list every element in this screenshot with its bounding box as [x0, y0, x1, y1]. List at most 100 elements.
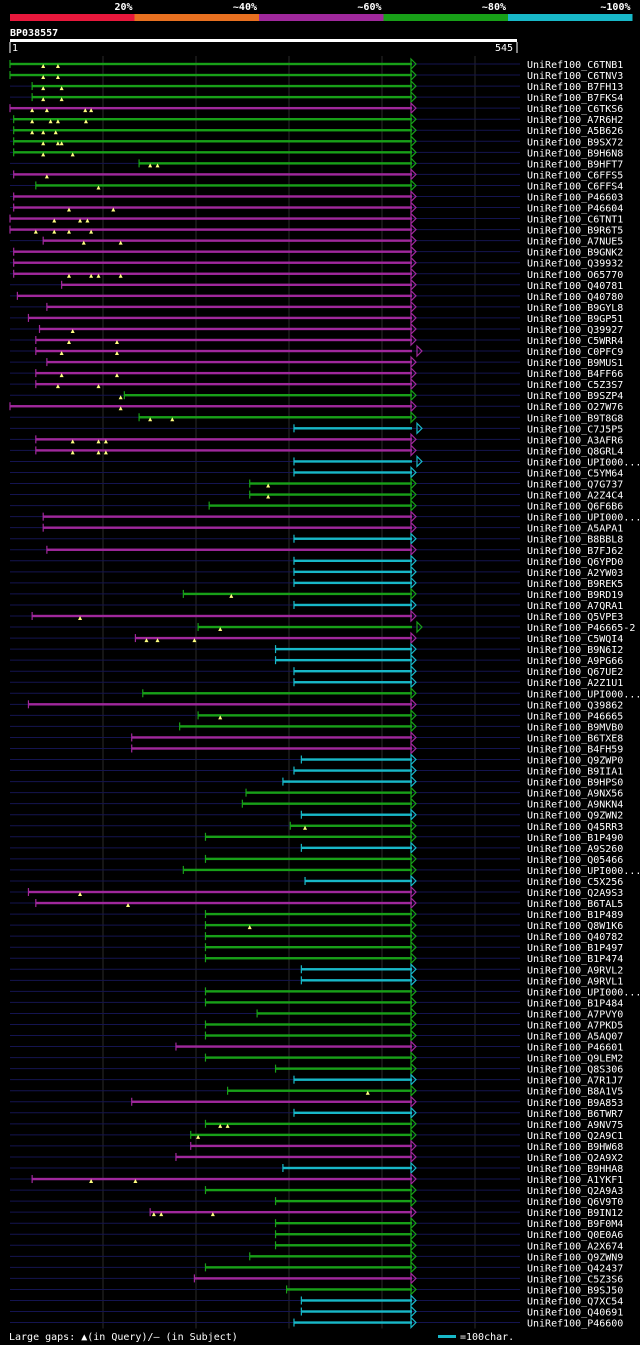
hit-row[interactable]: UniRef100_Q9ZWN9	[10, 1249, 623, 1263]
hit-id-label[interactable]: UniRef100_Q40691	[527, 1308, 623, 1319]
hit-id-label[interactable]: UniRef100_C6TKS6	[527, 104, 623, 115]
hit-row[interactable]: UniRef100_A2Z4C4	[10, 488, 623, 502]
hit-id-label[interactable]: UniRef100_A9PG66	[527, 656, 623, 667]
hit-id-label[interactable]: UniRef100_C5WRR4	[527, 336, 623, 347]
hit-row[interactable]: UniRef100_B9H6N8	[10, 145, 623, 159]
hit-id-label[interactable]: UniRef100_A9NV75	[527, 1120, 623, 1131]
hit-row[interactable]: UniRef100_B7FJ62	[10, 543, 623, 557]
hit-id-label[interactable]: UniRef100_Q2A9S3	[527, 888, 623, 899]
hit-id-label[interactable]: UniRef100_B8BBL8	[527, 535, 623, 546]
hit-row[interactable]: UniRef100_Q2A9C1	[10, 1128, 623, 1142]
hit-row[interactable]: UniRef100_B9IN12	[10, 1205, 623, 1219]
hit-row[interactable]: UniRef100_A7R6H2	[10, 112, 623, 126]
hit-row[interactable]: UniRef100_B9SX72	[10, 134, 623, 148]
hit-id-label[interactable]: UniRef100_Q9ZWN2	[527, 811, 623, 822]
hit-row[interactable]: UniRef100_Q39862	[10, 697, 623, 711]
hit-id-label[interactable]: UniRef100_Q5VPE3	[527, 612, 623, 623]
hit-row[interactable]: UniRef100_B9HFT7	[10, 156, 623, 170]
hit-id-label[interactable]: UniRef100_B9MVB0	[527, 722, 623, 733]
hit-row[interactable]: UniRef100_B7FH13	[10, 79, 623, 93]
hit-row[interactable]: UniRef100_C6TNB1	[9, 57, 623, 71]
hit-id-label[interactable]: UniRef100_Q8GRL4	[527, 446, 623, 457]
hit-id-label[interactable]: UniRef100_A9RVL1	[527, 976, 623, 987]
hit-row[interactable]: UniRef100_B6TXE8	[10, 730, 623, 744]
hit-row[interactable]: UniRef100_Q67UE2	[10, 664, 623, 678]
hit-id-label[interactable]: UniRef100_Q45RR3	[527, 822, 623, 833]
hit-row[interactable]: UniRef100_B9GNK2	[10, 245, 623, 259]
hit-row[interactable]: UniRef100_A7R1J7	[10, 1073, 623, 1087]
hit-row[interactable]: UniRef100_P46601	[10, 1040, 623, 1054]
hit-row[interactable]: UniRef100_C6TNT1	[9, 212, 623, 226]
hit-id-label[interactable]: UniRef100_B9HHA8	[527, 1164, 623, 1175]
hit-id-label[interactable]: UniRef100_B7FKS4	[527, 93, 623, 104]
hit-id-label[interactable]: UniRef100_B4FF66	[527, 369, 623, 380]
hit-row[interactable]: UniRef100_A1YKF1	[10, 1172, 623, 1186]
hit-id-label[interactable]: UniRef100_C5WQI4	[527, 634, 623, 645]
hit-row[interactable]: UniRef100_C6TNV3	[9, 68, 623, 82]
hit-row[interactable]: UniRef100_B9HHA8	[10, 1161, 623, 1175]
hit-row[interactable]: UniRef100_B9N6I2	[10, 642, 623, 656]
hit-row[interactable]: UniRef100_B1P484	[10, 995, 623, 1009]
hit-row[interactable]: UniRef100_UPI000...	[10, 510, 640, 524]
hit-id-label[interactable]: UniRef100_Q39862	[527, 700, 623, 711]
hit-row[interactable]: UniRef100_Q5VPE3	[10, 609, 623, 623]
hit-id-label[interactable]: UniRef100_UPI000...	[527, 866, 640, 877]
hit-id-label[interactable]: UniRef100_B9N6I2	[527, 645, 623, 656]
hit-id-label[interactable]: UniRef100_A2Z1U1	[527, 678, 623, 689]
hit-id-label[interactable]: UniRef100_Q2A9A3	[527, 1186, 623, 1197]
hit-id-label[interactable]: UniRef100_C5X256	[527, 877, 623, 888]
hit-id-label[interactable]: UniRef100_A5APA1	[527, 524, 623, 535]
hit-row[interactable]: UniRef100_B6TWR7	[10, 1106, 623, 1120]
hit-id-label[interactable]: UniRef100_P46665-2	[527, 623, 635, 634]
hit-id-label[interactable]: UniRef100_Q9ZWP0	[527, 756, 623, 767]
hit-id-label[interactable]: UniRef100_Q05466	[527, 855, 623, 866]
hit-id-label[interactable]: UniRef100_B9R6T5	[527, 226, 623, 237]
hit-id-label[interactable]: UniRef100_A9NKN4	[527, 800, 623, 811]
hit-row[interactable]: UniRef100_B9GYL8	[10, 300, 623, 314]
hit-id-label[interactable]: UniRef100_B1P484	[527, 998, 623, 1009]
hit-id-label[interactable]: UniRef100_B8A1V5	[527, 1087, 623, 1098]
hit-row[interactable]: UniRef100_C6FFS4	[10, 178, 623, 192]
hit-row[interactable]: UniRef100_A2Z1U1	[10, 675, 623, 689]
hit-row[interactable]: UniRef100_P46604	[10, 201, 623, 215]
hit-id-label[interactable]: UniRef100_B9SZP4	[527, 391, 623, 402]
hit-row[interactable]: UniRef100_B4FH59	[10, 742, 623, 755]
hit-row[interactable]: UniRef100_B9F0M4	[10, 1216, 623, 1230]
hit-row[interactable]: UniRef100_Q7XC54	[10, 1294, 623, 1307]
hit-row[interactable]: UniRef100_B9SZP4	[10, 388, 623, 402]
hit-id-label[interactable]: UniRef100_O27W76	[527, 402, 623, 413]
hit-id-label[interactable]: UniRef100_C5Z3S7	[527, 380, 623, 391]
hit-row[interactable]: UniRef100_A9NV75	[10, 1117, 623, 1131]
hit-row[interactable]: UniRef100_Q2A9S3	[10, 885, 623, 899]
hit-row[interactable]: UniRef100_Q39932	[10, 256, 623, 270]
hit-row[interactable]: UniRef100_B9MVB0	[10, 719, 623, 733]
hit-row[interactable]: UniRef100_UPI000...	[10, 863, 640, 877]
hit-id-label[interactable]: UniRef100_B9SJ50	[527, 1285, 623, 1296]
hit-row[interactable]: UniRef100_A7QRA1	[10, 598, 623, 612]
hit-row[interactable]: UniRef100_A9RVL2	[10, 962, 623, 976]
hit-row[interactable]: UniRef100_Q05466	[10, 852, 623, 866]
hit-row[interactable]: UniRef100_Q6V9T0	[10, 1194, 623, 1208]
hit-row[interactable]: UniRef100_B9IIA1	[10, 764, 623, 778]
hit-id-label[interactable]: UniRef100_C6TNB1	[527, 60, 623, 71]
hit-id-label[interactable]: UniRef100_B6TWR7	[527, 1109, 623, 1120]
hit-row[interactable]: UniRef100_B1P489	[10, 907, 623, 921]
hit-id-label[interactable]: UniRef100_B9IIA1	[527, 767, 623, 778]
hit-row[interactable]: UniRef100_C0PFC9	[10, 344, 623, 358]
hit-row[interactable]: UniRef100_C5YM64	[10, 466, 623, 479]
hit-row[interactable]: UniRef100_Q2A9A3	[10, 1183, 623, 1197]
hit-id-label[interactable]: UniRef100_Q2A9X2	[527, 1153, 623, 1164]
hit-row[interactable]: UniRef100_B9GP51	[10, 311, 623, 325]
hit-row[interactable]: UniRef100_A9PG66	[10, 653, 623, 667]
hit-row[interactable]: UniRef100_Q42437	[10, 1260, 623, 1274]
hit-id-label[interactable]: UniRef100_Q9LEM2	[527, 1054, 623, 1065]
hit-row[interactable]: UniRef100_B1P497	[10, 940, 623, 954]
hit-row[interactable]: UniRef100_A9NX56	[10, 786, 623, 800]
hit-row[interactable]: UniRef100_B6TAL5	[10, 896, 623, 910]
hit-id-label[interactable]: UniRef100_Q39927	[527, 325, 623, 336]
hit-row[interactable]: UniRef100_P46600	[10, 1316, 623, 1330]
hit-id-label[interactable]: UniRef100_B6TXE8	[527, 733, 623, 744]
hit-id-label[interactable]: UniRef100_Q2A9C1	[527, 1131, 623, 1142]
hit-row[interactable]: UniRef100_C5Z3S7	[10, 377, 623, 391]
hit-row[interactable]: UniRef100_P46603	[10, 190, 623, 203]
